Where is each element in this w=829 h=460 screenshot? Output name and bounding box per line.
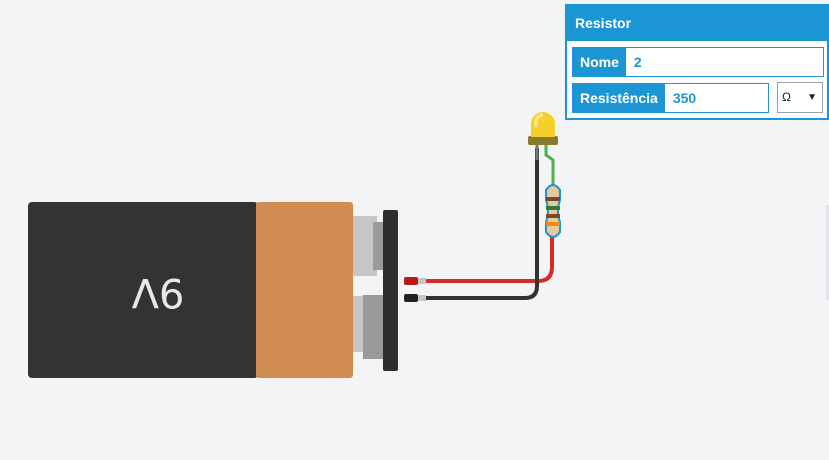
black-lead-pin [418, 295, 426, 301]
unit-value: Ω [782, 90, 791, 104]
resistance-input[interactable]: 350 [672, 90, 697, 106]
battery-snap-connector [383, 210, 398, 371]
resistor-band-4 [546, 222, 560, 226]
battery-body [28, 202, 258, 378]
battery-9v[interactable]: 9V [28, 202, 398, 378]
black-lead-tip [404, 294, 418, 302]
terminal-shade [373, 222, 385, 270]
resistance-label: Resistência [573, 84, 665, 112]
wire-positive[interactable] [410, 235, 554, 283]
resistance-field-row: Resistência 350 [572, 83, 769, 113]
led-leg-anode [544, 145, 555, 175]
battery-terminal-negative [353, 296, 365, 352]
red-lead-tip [404, 277, 418, 285]
resistance-unit-select[interactable]: Ω ▼ [777, 82, 823, 113]
inspector-title: Resistor [567, 6, 827, 41]
led-yellow[interactable] [528, 112, 558, 175]
canvas-edge [826, 205, 829, 300]
triangle-down-icon: ▼ [807, 92, 817, 103]
resistor-band-1 [546, 197, 560, 201]
name-field-row: Nome 2 [572, 47, 824, 77]
name-input[interactable]: 2 [633, 54, 642, 70]
wire-negative[interactable] [410, 148, 539, 300]
resistor-band-3 [546, 214, 560, 218]
resistor-inspector-panel: Resistor Nome 2 Resistência 350 Ω ▼ [565, 4, 829, 120]
battery-label-band [256, 202, 353, 378]
name-label: Nome [573, 48, 626, 76]
battery-voltage-label: 9V [131, 269, 184, 315]
terminal-shade [363, 295, 385, 359]
led-base [528, 136, 558, 145]
resistor-band-2 [546, 206, 560, 210]
resistor[interactable] [545, 170, 561, 238]
resistor-body [545, 184, 561, 238]
red-lead-pin [418, 278, 426, 284]
led-highlight [534, 113, 544, 127]
